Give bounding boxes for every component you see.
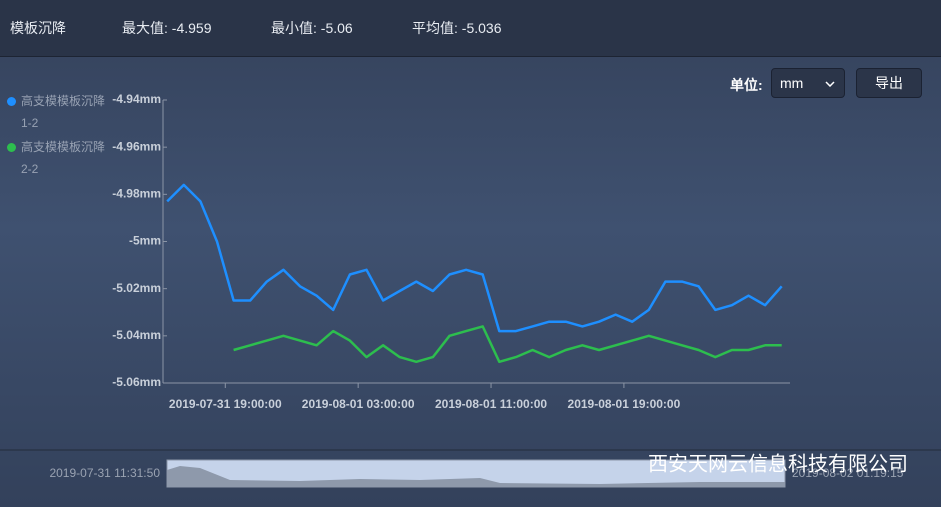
watermark: 西安天网云信息科技有限公司 (648, 452, 908, 475)
unit-value: mm (780, 75, 804, 91)
y-tick-label: -5.02mm (112, 281, 161, 295)
legend-dot (7, 143, 16, 152)
y-tick-label: -5.04mm (112, 328, 161, 342)
avg-stat: 平均值: -5.036 (412, 20, 502, 36)
x-tick-label: 2019-08-01 11:00:00 (435, 397, 547, 411)
x-tick-label: 2019-08-01 19:00:00 (568, 397, 681, 411)
y-tick-label: -5.06mm (112, 375, 161, 389)
legend-label: 高支模模板沉降1-2 (21, 94, 106, 130)
dropdown-arrow (825, 81, 835, 87)
legend-label: 高支模模板沉降2-2 (21, 140, 106, 176)
y-tick-label: -4.98mm (112, 187, 161, 201)
header-bar (0, 0, 941, 57)
y-tick-label: -4.96mm (112, 139, 161, 153)
zoom-preview (167, 466, 785, 487)
legend-item[interactable]: 高支模模板沉降1-2 (7, 90, 113, 134)
series-line (166, 183, 783, 333)
series-line (233, 325, 782, 364)
x-tick-label: 2019-07-31 19:00:00 (169, 397, 282, 411)
min-stat: 最小值: -5.06 (271, 20, 353, 36)
legend-item[interactable]: 高支模模板沉降2-2 (7, 136, 113, 180)
export-button[interactable]: 导出 (856, 68, 922, 98)
y-tick-label: -4.94mm (112, 92, 161, 106)
slider-start: 2019-07-31 11:31:50 (49, 466, 160, 480)
max-stat: 最大值: -4.959 (122, 20, 212, 36)
page-title: 模板沉降 (10, 20, 66, 36)
x-tick-label: 2019-08-01 03:00:00 (302, 397, 415, 411)
y-tick-label: -5mm (129, 234, 161, 248)
legend-dot (7, 97, 16, 106)
unit-select[interactable]: mm (771, 68, 845, 98)
unit-label: 单位: (730, 77, 763, 93)
slider-end: 2019-08-02 01:19:15 (792, 466, 904, 480)
